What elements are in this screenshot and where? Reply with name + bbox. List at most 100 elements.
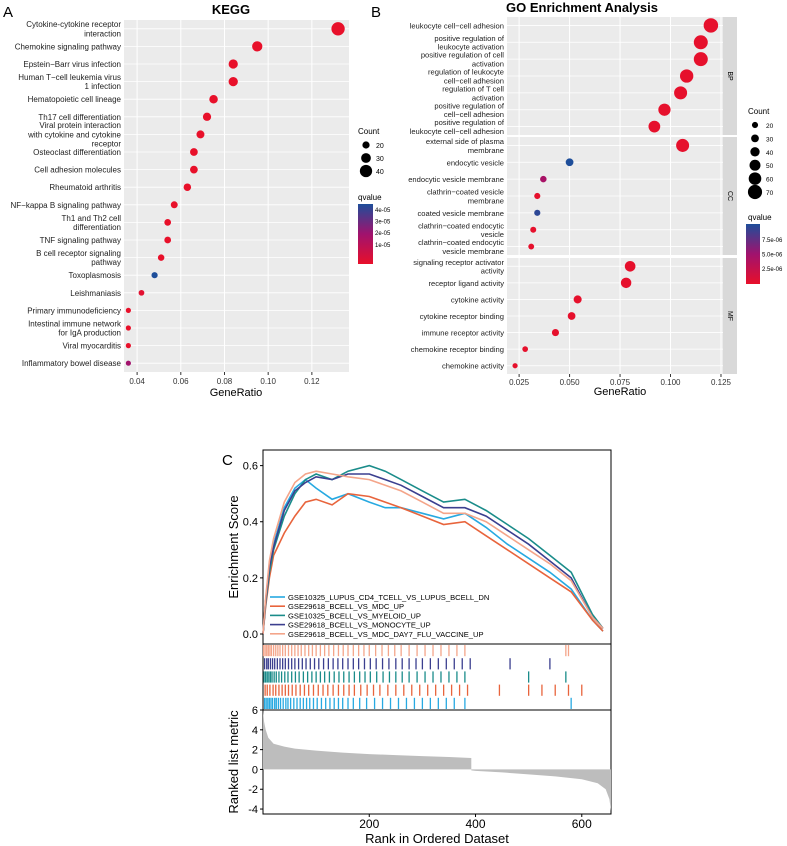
go-term-label: regulation of leukocyte	[428, 68, 504, 77]
kegg-point	[190, 148, 198, 156]
gsea-metric-y-tick-label: -4	[248, 804, 258, 816]
go-term-label: activation	[472, 93, 504, 102]
kegg-term-label: receptor	[92, 140, 122, 149]
gsea-es-y-tick-label: 0.2	[243, 573, 258, 585]
go-count-legend-dot	[751, 134, 759, 143]
go-term-label: coated vesicle membrane	[417, 209, 504, 218]
go-term-label: clathrin−coated vesicle	[427, 188, 504, 197]
go-point	[534, 192, 541, 200]
kegg-point	[125, 360, 131, 366]
kegg-qvalue-legend-label: 2e-05	[375, 231, 391, 237]
gsea-running-score-line	[262, 470, 604, 635]
go-qvalue-legend-label: 2.5e-06	[762, 267, 783, 273]
kegg-point	[164, 219, 172, 226]
kegg-x-tick-label: 0.12	[304, 377, 320, 386]
kegg-points	[125, 22, 345, 366]
kegg-count-legend-dot	[361, 153, 371, 163]
go-x-tick-label: 0.025	[509, 378, 530, 387]
go-count-legend-label: 20	[766, 123, 774, 130]
gsea-legend-label: GSE29618_BCELL_VS_MDC_UP	[288, 602, 404, 611]
go-facet-label: CC	[726, 191, 733, 201]
kegg-term-label: for IgA production	[58, 329, 121, 338]
gsea-chart: 0.0 0.2 0.4 0.6 -4 -2 0 2 4 6 200 400 600 GSE10325_L…	[226, 449, 612, 846]
go-term-label: cell−cell adhesion	[444, 76, 504, 85]
go-x-tick-label: 0.050	[560, 378, 581, 387]
go-point	[565, 158, 574, 167]
kegg-term-label: with cytokine and cytokine	[27, 130, 121, 139]
go-count-legend-label: 40	[766, 150, 774, 157]
kegg-term-label: differentiation	[73, 223, 121, 232]
gsea-es-y-tick-label: 0.4	[243, 517, 258, 529]
go-x-axis-label: GeneRatio	[594, 386, 647, 398]
kegg-point	[151, 272, 158, 279]
kegg-count-legend-dot	[359, 164, 373, 178]
kegg-qvalue-legend-label: 3e-05	[375, 220, 391, 226]
go-x-tick-label: 0.100	[660, 378, 681, 387]
go-point	[693, 52, 708, 67]
go-x-ticks: 0.025 0.050 0.075 0.100 0.125	[509, 374, 732, 387]
go-term-label: endocytic vesicle	[447, 158, 504, 167]
kegg-count-legend-title: Count	[358, 127, 380, 136]
go-qvalue-colorbar	[746, 224, 760, 284]
panel-label-a: A	[3, 4, 13, 21]
go-count-legend-dot	[747, 184, 763, 200]
go-count-legend-label: 60	[766, 177, 774, 184]
go-count-legend-label: 30	[766, 136, 774, 143]
kegg-count-legend-label: 20	[376, 143, 384, 150]
kegg-point	[196, 130, 205, 139]
kegg-term-label: Viral protein interaction	[39, 121, 121, 130]
kegg-x-tick-label: 0.10	[260, 377, 276, 386]
kegg-x-axis-label: GeneRatio	[210, 387, 263, 399]
gsea-hits-frame	[262, 643, 612, 711]
gsea-legend-label: GSE29618_BCELL_VS_MDC_DAY7_FLU_VACCINE_U…	[288, 630, 484, 639]
kegg-plot-background	[124, 20, 349, 372]
gsea-metric-area	[263, 710, 611, 811]
go-term-label: endocytic vesicle membrane	[408, 175, 504, 184]
kegg-term-label: Chemokine signaling pathway	[15, 42, 121, 51]
go-point	[624, 260, 636, 272]
go-term-label: external side of plasma	[426, 137, 505, 146]
go-count-legend-label: 50	[766, 163, 774, 170]
gsea-x-tick-label: 600	[572, 817, 592, 831]
gsea-running-score-line	[262, 492, 604, 635]
kegg-point	[331, 22, 345, 36]
kegg-term-label: Hematopoietic cell lineage	[28, 95, 122, 104]
gsea-metric-y-tick-label: 6	[252, 705, 258, 717]
kegg-point	[209, 94, 218, 104]
go-count-legend-label: 70	[766, 190, 774, 197]
go-term-label: activity	[481, 267, 504, 276]
go-term-label: cytokine activity	[451, 295, 504, 304]
go-term-label: cell−cell adhesion	[444, 110, 504, 119]
kegg-point	[157, 254, 165, 261]
go-term-label: activation	[472, 60, 504, 69]
kegg-term-label: Osteoclast differentiation	[33, 148, 121, 157]
go-count-legend-dot	[751, 121, 759, 129]
go-count-legend: 20 30 40 50 60 70	[747, 121, 774, 200]
kegg-count-legend-label: 40	[376, 169, 384, 176]
go-term-label: chemokine activity	[442, 362, 504, 371]
kegg-term-label: NF−kappa B signaling pathway	[10, 201, 121, 210]
gsea-metric-y-tick-label: 4	[252, 725, 258, 737]
gsea-metric-y-tick-label: 0	[252, 764, 258, 776]
kegg-point	[164, 236, 172, 244]
kegg-qvalue-legend-label: 4e-05	[375, 208, 391, 214]
kegg-count-legend-label: 30	[376, 156, 384, 163]
kegg-chart: KEGG Cytokine-cytokine receptorinteracti…	[10, 2, 391, 399]
go-point	[528, 243, 535, 250]
go-facet-strip	[723, 17, 737, 135]
go-point	[573, 295, 582, 304]
go-term-label: positive regulation of	[434, 34, 505, 43]
go-term-label: leukocyte cell−cell adhesion	[410, 127, 504, 136]
kegg-point	[170, 201, 178, 209]
go-term-label: positive regulation of	[434, 101, 505, 110]
gsea-metric-y-tick-label: 2	[252, 745, 258, 757]
go-point	[648, 120, 661, 133]
go-count-legend-title: Count	[748, 107, 770, 116]
kegg-point	[138, 289, 145, 296]
panel-label-b: B	[371, 4, 381, 21]
kegg-qvalue-colorbar	[358, 204, 373, 264]
gsea-es-y-tick-label: 0.0	[243, 629, 258, 641]
go-chart: GO Enrichment Analysis BP leukocyte cell−…	[408, 0, 783, 398]
